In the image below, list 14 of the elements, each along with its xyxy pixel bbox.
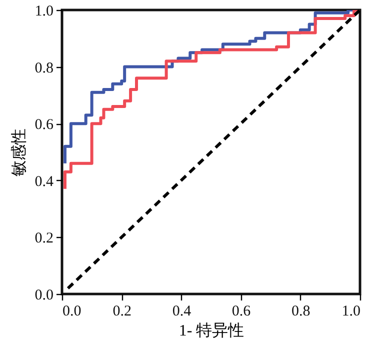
y-tick-label: 0.6 <box>34 117 54 134</box>
y-tick-label: 0.0 <box>34 288 54 304</box>
x-tick-label: 0.8 <box>292 304 310 320</box>
y-tick-label: 1.0 <box>34 4 54 20</box>
y-tick-label: 0.8 <box>34 60 54 76</box>
x-tick-label: 0.6 <box>232 304 252 320</box>
x-axis-title: 1- 特异性 <box>178 322 244 340</box>
x-tick-label: 0.0 <box>62 304 82 320</box>
x-tick-label: 0.2 <box>112 304 132 320</box>
x-tick-label: 1.0 <box>342 304 360 320</box>
x-tick-label: 0.4 <box>172 304 192 320</box>
y-tick-label: 0.4 <box>34 174 54 190</box>
y-tick-label: 0.2 <box>34 230 54 247</box>
y-axis-title: 敏感性 <box>10 128 28 176</box>
